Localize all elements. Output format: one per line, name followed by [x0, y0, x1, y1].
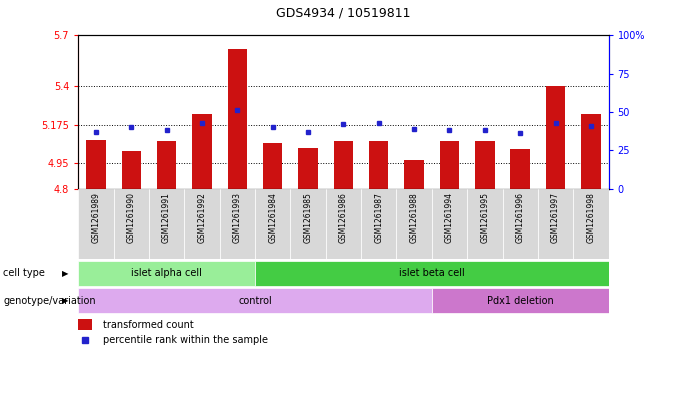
Text: GSM1261986: GSM1261986 — [339, 192, 348, 243]
Bar — [405, 160, 424, 189]
Bar — [78, 319, 92, 330]
Bar — [157, 141, 176, 189]
Bar — [369, 141, 388, 189]
Bar — [192, 114, 211, 189]
Bar — [122, 151, 141, 189]
Text: GSM1261995: GSM1261995 — [480, 192, 490, 243]
Bar — [432, 189, 467, 259]
Text: GDS4934 / 10519811: GDS4934 / 10519811 — [276, 7, 411, 20]
Bar — [396, 189, 432, 259]
Bar — [467, 189, 503, 259]
Text: GSM1261994: GSM1261994 — [445, 192, 454, 243]
Text: genotype/variation: genotype/variation — [3, 296, 96, 306]
Bar — [228, 49, 247, 189]
Text: GSM1261992: GSM1261992 — [197, 192, 207, 243]
Text: GSM1261988: GSM1261988 — [409, 192, 419, 243]
Bar — [78, 288, 432, 313]
Text: GSM1261984: GSM1261984 — [268, 192, 277, 243]
Bar — [220, 189, 255, 259]
Text: islet beta cell: islet beta cell — [399, 268, 464, 278]
Text: GSM1261987: GSM1261987 — [374, 192, 384, 243]
Bar — [573, 189, 609, 259]
Bar — [78, 189, 114, 259]
Bar — [538, 189, 573, 259]
Bar — [546, 86, 565, 189]
Bar — [511, 149, 530, 189]
Bar — [290, 189, 326, 259]
Text: GSM1261998: GSM1261998 — [586, 192, 596, 243]
Bar — [149, 189, 184, 259]
Text: percentile rank within the sample: percentile rank within the sample — [103, 335, 268, 345]
Text: cell type: cell type — [3, 268, 46, 278]
Text: GSM1261985: GSM1261985 — [303, 192, 313, 243]
Bar — [432, 288, 609, 313]
Bar — [581, 114, 600, 189]
Bar — [86, 140, 105, 189]
Bar — [361, 189, 396, 259]
Text: islet alpha cell: islet alpha cell — [131, 268, 202, 278]
Text: GSM1261989: GSM1261989 — [91, 192, 101, 243]
Text: transformed count: transformed count — [103, 320, 194, 330]
Bar — [475, 141, 494, 189]
Bar — [114, 189, 149, 259]
Text: GSM1261993: GSM1261993 — [233, 192, 242, 243]
Bar — [440, 141, 459, 189]
Bar — [503, 189, 538, 259]
Bar — [299, 148, 318, 189]
Text: GSM1261991: GSM1261991 — [162, 192, 171, 243]
Text: GSM1261996: GSM1261996 — [515, 192, 525, 243]
Text: ▶: ▶ — [61, 269, 68, 277]
Bar — [263, 143, 282, 189]
Text: GSM1261997: GSM1261997 — [551, 192, 560, 243]
Bar — [78, 261, 255, 285]
Bar — [326, 189, 361, 259]
Text: ▶: ▶ — [61, 296, 68, 305]
Bar — [255, 261, 609, 285]
Text: control: control — [238, 296, 272, 306]
Bar — [184, 189, 220, 259]
Bar — [334, 141, 353, 189]
Bar — [255, 189, 290, 259]
Text: GSM1261990: GSM1261990 — [126, 192, 136, 243]
Text: Pdx1 deletion: Pdx1 deletion — [487, 296, 554, 306]
